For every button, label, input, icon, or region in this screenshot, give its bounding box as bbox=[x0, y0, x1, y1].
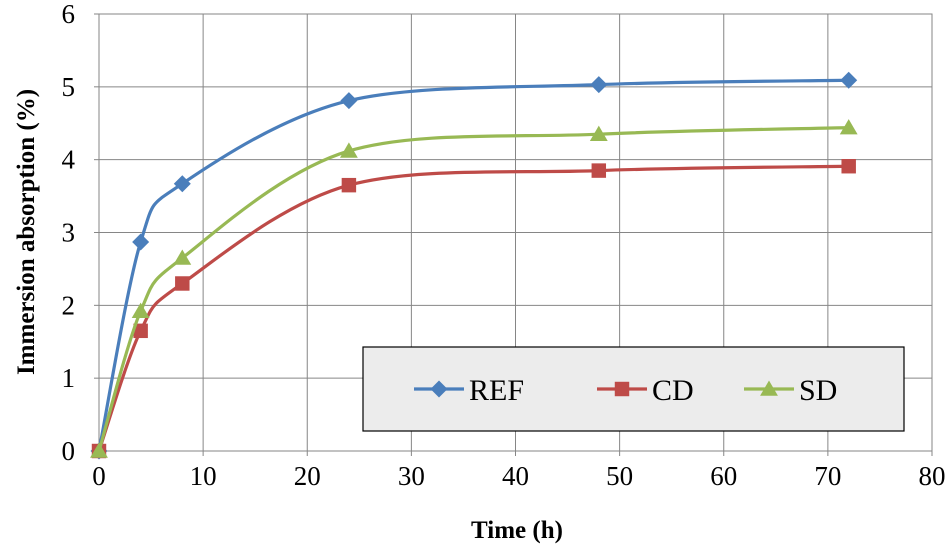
y-tick-label: 5 bbox=[62, 72, 76, 102]
y-tick-label: 4 bbox=[62, 145, 76, 175]
legend-label: SD bbox=[799, 374, 837, 407]
legend-label: CD bbox=[652, 374, 694, 407]
y-axis-title: Immersion absorption (%) bbox=[13, 89, 40, 375]
x-tick-label: 20 bbox=[294, 461, 321, 491]
data-point bbox=[175, 276, 189, 290]
legend-marker bbox=[615, 382, 629, 396]
y-tick-label: 6 bbox=[62, 0, 76, 29]
x-tick-label: 10 bbox=[190, 461, 217, 491]
x-axis-title: Time (h) bbox=[471, 517, 563, 544]
data-point bbox=[841, 159, 855, 173]
y-tick-label: 3 bbox=[62, 218, 76, 248]
x-tick-label: 40 bbox=[502, 461, 529, 491]
data-point bbox=[592, 163, 606, 177]
x-tick-label: 80 bbox=[919, 461, 946, 491]
y-tick-label: 0 bbox=[62, 436, 76, 466]
x-tick-label: 0 bbox=[92, 461, 106, 491]
data-point bbox=[342, 178, 356, 192]
y-tick-label: 2 bbox=[62, 290, 76, 320]
x-axis-ticks: 0 10 20 30 40 50 60 70 80 bbox=[92, 451, 945, 491]
x-tick-label: 30 bbox=[398, 461, 425, 491]
legend-label: REF bbox=[469, 374, 524, 407]
x-tick-label: 50 bbox=[606, 461, 633, 491]
y-axis-ticks: 0 1 2 3 4 5 6 bbox=[62, 0, 100, 466]
x-tick-label: 60 bbox=[710, 461, 737, 491]
x-tick-label: 70 bbox=[814, 461, 841, 491]
legend: REF CD SD bbox=[363, 347, 904, 431]
y-tick-label: 1 bbox=[62, 363, 76, 393]
